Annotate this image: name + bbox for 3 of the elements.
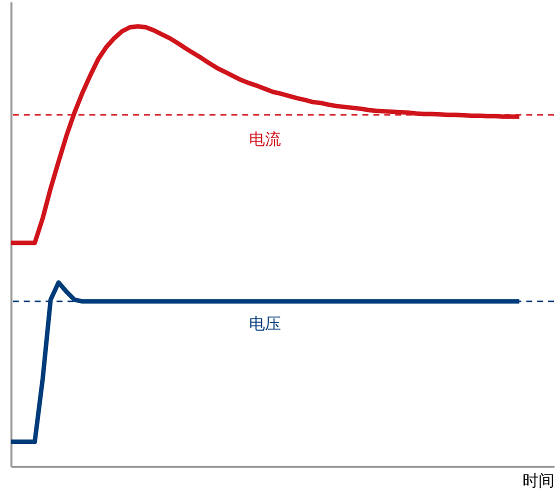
text: 电流 (249, 129, 282, 148)
x-axis-title: 时间 (522, 470, 555, 490)
series-label: 电压 (249, 314, 282, 334)
